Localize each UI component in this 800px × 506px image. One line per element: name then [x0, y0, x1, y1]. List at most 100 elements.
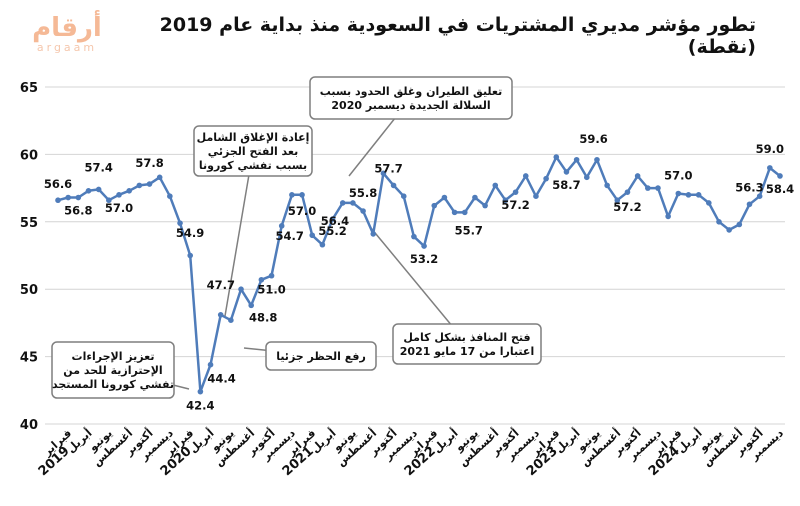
callout-text: فتح المنافذ بشكل كامل [403, 331, 530, 344]
pmi-series-line [57, 155, 781, 393]
data-point [85, 187, 92, 194]
data-label: 57.7 [374, 161, 402, 175]
data-label: 44.4 [207, 372, 235, 386]
data-label: 54.9 [176, 226, 204, 240]
data-label: 57.0 [105, 201, 133, 215]
logo-arabic-text: أرقام [32, 13, 102, 43]
data-point [482, 202, 488, 209]
data-point [451, 209, 458, 216]
data-point [767, 165, 773, 171]
y-tick-label: 55 [20, 216, 38, 231]
callout-text: إعادة الإغلاق الشامل [197, 131, 310, 144]
data-point [583, 174, 590, 181]
data-point [238, 286, 244, 293]
data-point [167, 193, 173, 199]
callout-box [392, 323, 542, 365]
data-point [604, 182, 610, 189]
data-point [136, 182, 143, 189]
data-point [431, 202, 438, 209]
data-point [706, 200, 712, 206]
callout-text: السلالة الجديدة ديسمبر 2020 [331, 99, 490, 112]
data-point [95, 186, 102, 193]
data-label: 54.7 [276, 229, 304, 243]
data-point [360, 208, 366, 214]
y-tick-label: 65 [20, 81, 38, 96]
argaam-logo: أرقام argaam [12, 14, 122, 54]
y-tick-label: 50 [20, 283, 38, 298]
data-point [339, 200, 346, 206]
data-label: 57.8 [135, 156, 163, 170]
data-label: 59.0 [756, 142, 784, 156]
data-label: 58.4 [766, 182, 794, 196]
data-point [400, 193, 407, 199]
data-label: 51.0 [257, 283, 285, 297]
data-point [187, 252, 193, 259]
data-point [207, 361, 214, 368]
y-axis-ticks: 40 45 50 55 60 65 [20, 81, 38, 433]
data-point [634, 173, 641, 179]
callout-box [265, 341, 377, 371]
data-point [228, 317, 234, 324]
data-label: 56.6 [44, 177, 72, 191]
data-point [645, 185, 651, 191]
data-point [390, 182, 397, 189]
data-point [461, 209, 468, 216]
callout-text: رفع الحظر جزئيا [276, 350, 366, 363]
data-point [502, 197, 509, 204]
data-point [380, 170, 387, 177]
data-point [309, 232, 316, 239]
data-point [573, 156, 580, 163]
data-label: 53.2 [410, 252, 438, 266]
data-label: 57.0 [664, 168, 692, 182]
data-point [289, 192, 295, 198]
data-point [177, 220, 183, 226]
data-label: 55.7 [455, 223, 483, 237]
callout-text: تعزيز الإجراءات [72, 350, 155, 363]
data-label: 56.4 [321, 214, 349, 228]
data-point [116, 192, 122, 198]
data-point [75, 194, 82, 201]
data-point [726, 227, 732, 233]
callout-box [309, 76, 513, 120]
data-label: 56.8 [64, 204, 92, 218]
data-point [329, 216, 336, 222]
data-label: 57.2 [501, 198, 529, 212]
data-point [319, 241, 326, 248]
y-tick-label: 40 [20, 418, 38, 433]
data-point [716, 219, 722, 225]
data-point [217, 312, 224, 318]
data-point [472, 194, 478, 201]
callout-text: بسبب تفشي كورونا [199, 159, 307, 172]
data-point [156, 174, 163, 181]
data-label: 48.8 [249, 310, 277, 324]
pmi-points [55, 154, 783, 395]
data-point [777, 173, 783, 179]
data-point [197, 388, 204, 395]
data-point [350, 200, 356, 206]
callout-text: بعد الفتح الجزئي [208, 145, 299, 158]
pmi-series [57, 155, 781, 393]
data-point [126, 187, 132, 194]
data-point [522, 173, 529, 179]
data-point [278, 223, 285, 229]
data-point [594, 156, 600, 163]
callout-pointer [224, 150, 254, 317]
data-point [695, 192, 702, 198]
y-tick-label: 45 [20, 351, 38, 366]
data-label: 58.7 [552, 178, 580, 192]
callout-text: تفشي كورونا المستجد [52, 378, 174, 391]
data-point [553, 154, 560, 160]
data-label: 57.4 [84, 160, 112, 174]
data-label: 42.4 [186, 399, 214, 413]
callout-box [51, 341, 175, 399]
data-point [106, 197, 112, 204]
data-point [421, 243, 427, 249]
chart-title: تطور مؤشر مديري المشتريات في السعودية من… [159, 14, 756, 58]
callout-text: تعليق الطيران وغلق الحدود بسبب [320, 85, 503, 98]
data-label: 55.8 [349, 186, 377, 200]
logo-latin-text: argaam [36, 41, 98, 54]
data-point [268, 272, 275, 279]
data-point [248, 302, 255, 309]
data-point [543, 175, 549, 182]
